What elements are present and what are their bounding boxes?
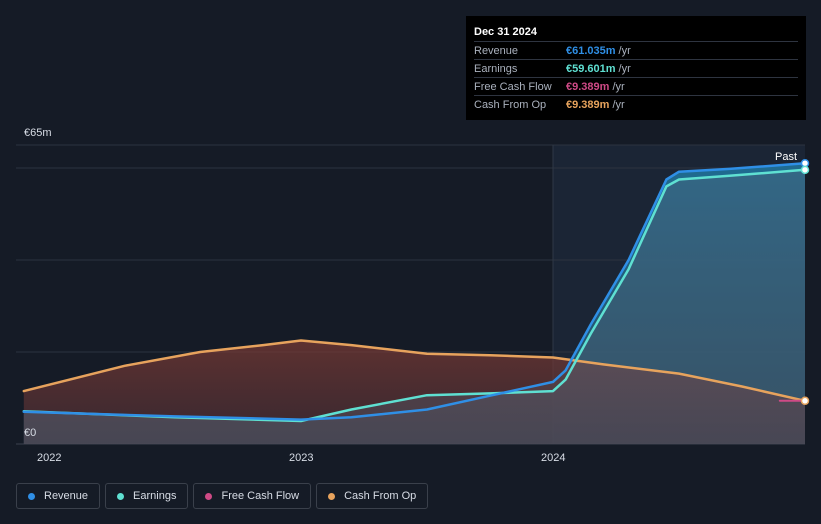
legend-dot-icon — [328, 492, 336, 500]
tooltip-label: Earnings — [474, 62, 518, 75]
tooltip-row-revenue: Revenue €61.035m /yr — [474, 41, 798, 59]
earnings-area — [23, 169, 806, 445]
tooltip-value: €59.601m — [566, 62, 616, 75]
legend-label: Earnings — [133, 490, 177, 502]
tooltip-row-earnings: Earnings €59.601m /yr — [474, 59, 798, 77]
legend-item-free-cash-flow[interactable]: Free Cash Flow — [193, 483, 312, 509]
y-tick-top: €65m — [24, 127, 52, 139]
tooltip-row-cash-from-op: Cash From Op €9.389m /yr — [474, 95, 798, 113]
tooltip-value: €9.389m — [566, 98, 610, 111]
tooltip-value: €9.389m — [566, 80, 610, 93]
x-tick-2023: 2023 — [289, 452, 313, 464]
cash-from-op-end-point — [800, 396, 810, 406]
legend-label: Free Cash Flow — [221, 490, 300, 502]
legend-item-revenue[interactable]: Revenue — [16, 483, 101, 509]
legend-label: Revenue — [44, 490, 89, 502]
cash-from-op-line — [22, 339, 807, 403]
past-label: Past — [775, 151, 797, 163]
tooltip-value: €61.035m — [566, 44, 616, 57]
x-tick-2024: 2024 — [541, 452, 565, 464]
tooltip-unit: /yr — [618, 62, 631, 75]
legend-label: Cash From Op — [344, 490, 417, 502]
legend-item-cash-from-op[interactable]: Cash From Op — [316, 483, 429, 509]
y-tick-bottom: €0 — [24, 427, 36, 439]
x-tick-2022: 2022 — [37, 452, 61, 464]
tooltip: Dec 31 2024 Revenue €61.035m /yr Earning… — [466, 16, 806, 120]
tooltip-label: Cash From Op — [474, 98, 547, 111]
tooltip-unit: /yr — [618, 44, 631, 57]
legend-dot-icon — [28, 492, 35, 500]
tooltip-label: Revenue — [474, 44, 519, 57]
tooltip-unit: /yr — [612, 98, 625, 111]
legend: Revenue Earnings Free Cash Flow Cash Fro… — [16, 483, 429, 511]
legend-dot-icon — [205, 492, 213, 500]
tooltip-row-free-cash-flow: Free Cash Flow €9.389m /yr — [474, 77, 798, 95]
tooltip-date: Dec 31 2024 — [474, 26, 537, 38]
earnings-end-point — [800, 165, 810, 175]
tooltip-unit: /yr — [612, 80, 625, 93]
legend-dot-icon — [117, 492, 125, 500]
legend-item-earnings[interactable]: Earnings — [105, 483, 189, 509]
chart-area: €65m €0 2022 2023 2024 Past — [16, 127, 810, 464]
tooltip-label: Free Cash Flow — [474, 80, 552, 93]
revenue-line — [22, 161, 807, 421]
